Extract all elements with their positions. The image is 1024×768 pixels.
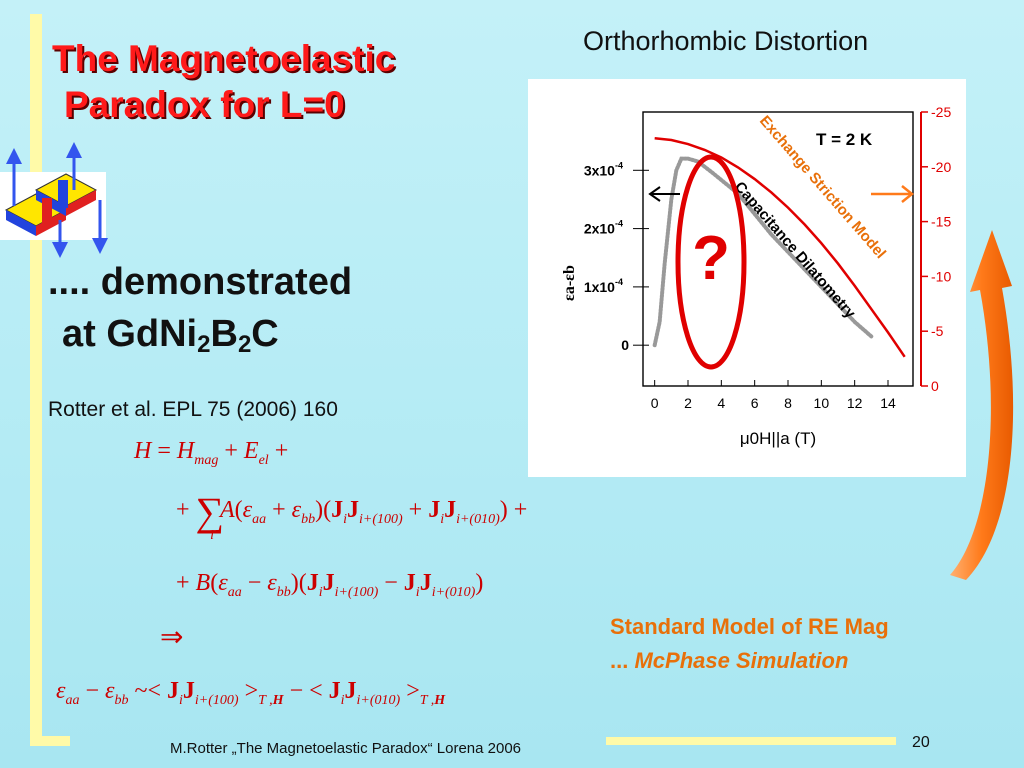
left-arrow-head [648, 186, 661, 202]
equation-line-3: + B(εaa − εbb)(JiJi+(100) − JiJi+(010)) [176, 570, 484, 600]
standard-model-note: Standard Model of RE Mag ... McPhase Sim… [610, 610, 889, 678]
right-tick-label: 0 [931, 378, 939, 394]
x-tick-label: 0 [651, 395, 659, 411]
y-tick-label: 2x10-4 [584, 219, 623, 237]
demo-compound-sub2: 2 [237, 331, 252, 358]
y-axis-label: εa-εb [561, 265, 578, 301]
demo-compound-part1: at GdNi [62, 313, 198, 355]
series-capacitance-dilatometry [652, 156, 874, 348]
question-mark: ? [692, 224, 730, 293]
slide-title-line1: The Magnetoelastic [52, 38, 396, 79]
y-tick-label: 0 [621, 337, 629, 353]
equation-line-1: H = Hmag + Eel + [134, 438, 289, 468]
y-tick-label: 3x10-4 [584, 160, 623, 178]
right-tick-label: -25 [931, 104, 951, 120]
slide-title: The Magnetoelastic Paradox for L=0 [52, 36, 395, 128]
y-tick-label: 1x10-4 [584, 277, 623, 295]
right-arrow-head [901, 185, 915, 203]
page-number: 20 [912, 734, 930, 751]
x-tick-label: 8 [784, 395, 792, 411]
magnetostriction-chart: 0 2 4 6 8 10 12 14 0 1x10-4 2x10-4 3x10-4 0 -5 -10 -15 -… [561, 104, 951, 448]
x-tick-label: 12 [847, 395, 863, 411]
x-tick-label: 10 [814, 395, 830, 411]
plot-frame [642, 111, 914, 387]
demo-line1: .... demonstrated [48, 261, 353, 303]
equation-implies: ⇒ [160, 622, 184, 653]
reference-citation: Rotter et al. EPL 75 (2006) 160 [48, 398, 338, 421]
standard-model-prefix: ... [610, 648, 635, 673]
footer-text: M.Rotter „The Magnetoelastic Paradox“ Lo… [170, 740, 522, 757]
decor-vertical-bar [30, 14, 42, 744]
chart-heading: Orthorhombic Distortion [583, 26, 869, 56]
demo-compound-sub1: 2 [197, 331, 211, 358]
standard-model-line2: ... McPhase Simulation [610, 644, 889, 678]
decor-bottom-bar-left [30, 736, 70, 746]
mcphase-label: McPhase Simulation [634, 648, 849, 673]
temperature-annotation: T = 2 K [816, 130, 873, 149]
decor-bottom-bar-right [606, 737, 896, 745]
right-tick-label: -5 [931, 323, 944, 339]
x-tick-label: 2 [684, 395, 692, 411]
x-tick-label: 14 [880, 395, 896, 411]
slide-title-line2: Paradox for L=0 [64, 84, 345, 125]
equation-line-2: + ∑i A(εaa + εbb)(JiJi+(100) + JiJi+(010… [176, 489, 528, 543]
demo-line2: at GdNi2B2C [48, 308, 352, 371]
series-exchange-striction-model [654, 136, 906, 358]
logo-icon [0, 142, 108, 258]
demo-compound-part2: B [210, 313, 238, 355]
demonstrated-text: .... demonstrated at GdNi2B2C [48, 256, 352, 371]
right-tick-label: -15 [931, 214, 951, 230]
curved-arrow-icon [950, 230, 1014, 580]
right-tick-label: -10 [931, 268, 951, 284]
right-tick-label: -20 [931, 159, 951, 175]
equation-line-4: εaa − εbb ~< JiJi+(100) >T ,H − < JiJi+(… [56, 678, 446, 708]
highlight-ellipse [675, 154, 747, 370]
standard-model-line1: Standard Model of RE Mag [610, 614, 889, 639]
chart-panel: 0 2 4 6 8 10 12 14 0 1x10-4 2x10-4 3x10-4 0 -5 -10 -15 -… [528, 79, 966, 477]
x-axis-label: μ0H||a (T) [740, 429, 816, 448]
demo-compound-part3: C [251, 313, 279, 355]
x-tick-label: 4 [717, 395, 725, 411]
x-tick-label: 6 [751, 395, 759, 411]
